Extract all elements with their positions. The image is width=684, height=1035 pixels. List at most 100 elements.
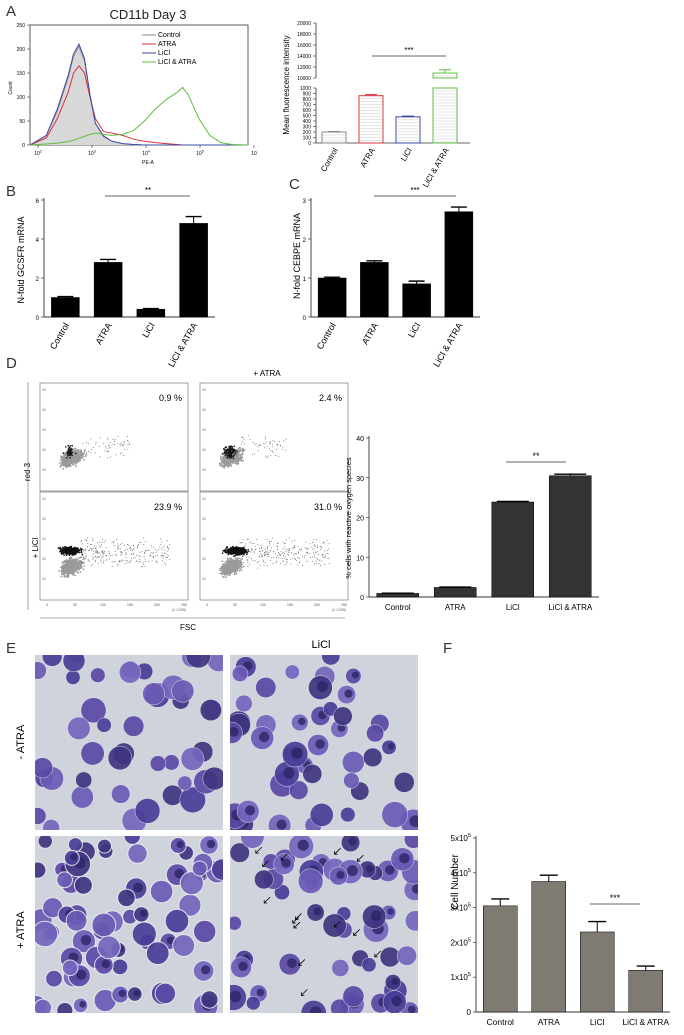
b-chart-xlabel: LiCl (140, 321, 156, 339)
histogram-xtick-label: 10 (251, 151, 257, 157)
legend-licl: LiCl (158, 50, 171, 57)
b-chart-bar-licl-and-atra (179, 215, 208, 318)
panel-label-e: E (6, 640, 16, 657)
d-chart-ytick-label: 10 (356, 555, 364, 562)
arrow-marker (334, 847, 341, 855)
mfi-xlabel: ATRA (359, 146, 377, 169)
scatter-ytick-label: 10 (202, 408, 206, 412)
scatter-xtick-label: 0 (46, 603, 48, 607)
cellnumber-sig-stars: *** (610, 893, 621, 903)
gcsfr-chart: 0 2 4 6 Control ATRA LiCl LiCl & ATRA (36, 198, 215, 369)
d-chart-bar-licl (491, 500, 534, 598)
micro-images (35, 655, 418, 1013)
histogram-ylabel: Count (8, 81, 14, 95)
d-chart-ytick-label: 20 (356, 516, 364, 523)
mfi-ytick-label: 700 (303, 103, 312, 109)
scatter-xtick-label: 0 (206, 603, 208, 607)
micrograph-3 (35, 836, 223, 1013)
c-chart-xlabel: Control (315, 321, 338, 351)
d-chart-ytick-label: 0 (360, 595, 364, 602)
arrow-marker (262, 860, 269, 867)
micro-row-label-minus: - ATRA (15, 724, 27, 759)
b-chart-ytick-label: 4 (36, 238, 40, 244)
gcsfr-panel: N-fold GCSFR mRNA 0 2 4 6 Control ATRA LiCl LiC… (16, 186, 215, 369)
arrow-marker (255, 846, 263, 854)
mfi-bar-upper (432, 72, 458, 79)
scatter-percentage: 0.9 % (159, 393, 182, 403)
d-chart-xlabel: LiCl & ATRA (548, 603, 593, 612)
mfi-bars (321, 69, 458, 144)
b-chart-ytick-label: 2 (36, 277, 40, 283)
c-chart-ytick-label: 3 (303, 199, 307, 205)
scatter-xtick-label: 200 (154, 603, 160, 607)
c-chart-bar-licl (402, 280, 431, 318)
b-chart-bar-licl (136, 307, 166, 318)
histogram-panel: CD11b Day 3 Count PE-A 0 50 100 150 200 250 1… (8, 7, 257, 166)
histogram-ytick-label: 100 (17, 95, 26, 101)
b-chart-xlabel: LiCl & ATRA (166, 321, 199, 369)
f-chart-xlabel: LiCl (590, 1017, 605, 1027)
f-chart-ytick-label: 1x105 (451, 972, 471, 982)
micrograph-1 (35, 655, 223, 830)
scatter-ytick-label: 10 (202, 468, 206, 472)
mfi-bar-licl-and-atra (432, 69, 458, 144)
ros-ylabel: % cells with reactive oxygen species (344, 457, 353, 579)
mfi-bar-control (321, 130, 347, 144)
scatter-plot-2: 10 10 10 10 10 2.4 % (199, 382, 349, 492)
histogram-fill-control (30, 46, 248, 145)
mfi-ytick-label: 12000 (297, 65, 311, 71)
c-chart-xlabel: ATRA (360, 321, 380, 346)
arrow-marker (353, 929, 360, 936)
micrograph-panel: LiCl - ATRA + ATRA (15, 639, 418, 1013)
micrograph-2 (230, 655, 418, 830)
scatter-frame (39, 382, 189, 492)
scatter-xtick-label: 250 (341, 603, 347, 607)
scatter-xmult: (x 1,000) (332, 608, 346, 612)
micro-row-label-plus: + ATRA (15, 911, 27, 949)
histogram-ytick-label: 0 (22, 143, 25, 149)
histogram-curves (29, 43, 249, 146)
scatter-xlabel-main: FSC (180, 623, 196, 632)
f-chart-bar-licl (580, 920, 615, 1013)
f-chart-ytick-label: 3x105 (451, 903, 471, 913)
histogram-series-licl (29, 43, 248, 146)
mfi-bar-rect (395, 116, 421, 144)
f-chart-ytick-label: 5x105 (451, 833, 471, 843)
arrow-marker (298, 959, 306, 966)
ros-bar-panel: % cells with reactive oxygen species 0 10… (344, 436, 599, 612)
arrow-marker (334, 920, 341, 928)
b-chart-ytick-label: 0 (36, 316, 40, 322)
scatter-xtick-label: 100 (260, 603, 266, 607)
cebpe-sig-stars: *** (410, 186, 419, 195)
panel-label-d: D (6, 355, 17, 372)
f-chart-ytick-label: 4x105 (451, 868, 471, 878)
bar-rect (93, 262, 123, 318)
scatter-ytick-label: 10 (42, 468, 46, 472)
histogram-yticks: 0 50 100 150 200 250 (17, 23, 30, 149)
bar-rect (444, 211, 474, 318)
cebpe-chart: 0 1 2 3 Control ATRA LiCl LiCl & ATRA (303, 198, 480, 369)
scatter-percentage: 23.9 % (154, 502, 182, 512)
mfi-ylabel: Mean fluorescence intensity (282, 35, 291, 134)
mfi-ytick-label: 200 (303, 130, 312, 136)
histogram-xtick-label: 104 (142, 150, 150, 158)
b-chart-bar-atra (93, 258, 123, 318)
scatter-ytick-label: 10 (202, 388, 206, 392)
cebpe-panel: N-fold CEBPE mRNA 0 1 2 3 Control ATRA LiCl LiC… (292, 186, 480, 369)
mfi-bar-rect (321, 131, 347, 144)
scatter-ytick-label: 10 (202, 517, 206, 521)
b-chart-xlabel: Control (48, 321, 71, 351)
mfi-ytick-label: 800 (303, 97, 312, 103)
mfi-yticks: 2000018000160001400012000100001000900800… (297, 21, 316, 147)
b-chart-bar-control (51, 295, 80, 318)
c-chart-bar-atra (360, 260, 389, 318)
histogram-ytick-label: 200 (17, 47, 26, 53)
mfi-ytick-label: 300 (303, 125, 312, 131)
f-chart-bar-atra (531, 874, 566, 1013)
b-chart-xlabel: ATRA (94, 321, 114, 346)
legend-atra: ATRA (158, 41, 176, 48)
scatter-ytick-label: 10 (42, 557, 46, 561)
mfi-ytick-label: 18000 (297, 32, 311, 38)
ros-chart: 0 10 20 30 40 Control ATRA LiCl LiCl & ATRA (356, 436, 599, 612)
